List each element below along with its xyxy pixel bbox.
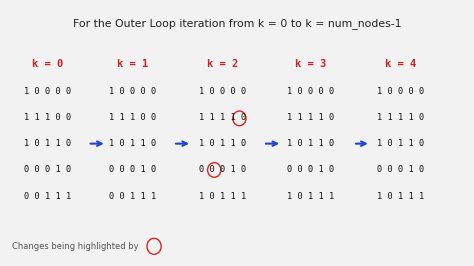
Text: 1 0 1 1 0: 1 0 1 1 0 bbox=[199, 139, 246, 148]
Text: 1 1 1 1 0: 1 1 1 1 0 bbox=[199, 113, 246, 122]
Text: 1 1 1 0 0: 1 1 1 0 0 bbox=[24, 113, 71, 122]
Text: 1 0 1 1 0: 1 0 1 1 0 bbox=[377, 139, 424, 148]
Text: k = 4: k = 4 bbox=[385, 59, 416, 69]
Text: 1 0 1 1 1: 1 0 1 1 1 bbox=[377, 192, 424, 201]
Text: 0 0 1 1 1: 0 0 1 1 1 bbox=[109, 192, 156, 201]
Text: 0 0 0 1 0: 0 0 0 1 0 bbox=[109, 165, 156, 174]
Text: 0 0 0 1 0: 0 0 0 1 0 bbox=[24, 165, 71, 174]
Text: 1 1 1 1 0: 1 1 1 1 0 bbox=[377, 113, 424, 122]
Text: Changes being highlighted by: Changes being highlighted by bbox=[12, 242, 138, 251]
Text: 1 0 1 1 1: 1 0 1 1 1 bbox=[287, 192, 334, 201]
Text: 1 0 0 0 0: 1 0 0 0 0 bbox=[109, 87, 156, 96]
Text: 0 0 0 1 0: 0 0 0 1 0 bbox=[199, 165, 246, 174]
Text: 1 0 1 1 0: 1 0 1 1 0 bbox=[287, 139, 334, 148]
Text: 1 0 0 0 0: 1 0 0 0 0 bbox=[199, 87, 246, 96]
Text: k = 1: k = 1 bbox=[117, 59, 148, 69]
Text: 0 0 0 1 0: 0 0 0 1 0 bbox=[287, 165, 334, 174]
Text: 1 0 0 0 0: 1 0 0 0 0 bbox=[377, 87, 424, 96]
Text: k = 3: k = 3 bbox=[295, 59, 326, 69]
Text: 1 1 1 1 0: 1 1 1 1 0 bbox=[287, 113, 334, 122]
Text: 0 0 0 1 0: 0 0 0 1 0 bbox=[377, 165, 424, 174]
Text: k = 0: k = 0 bbox=[32, 59, 63, 69]
Text: 1 0 1 1 0: 1 0 1 1 0 bbox=[109, 139, 156, 148]
Text: 1 0 1 1 1: 1 0 1 1 1 bbox=[199, 192, 246, 201]
Text: For the Outer Loop iteration from k = 0 to k = num_nodes-1: For the Outer Loop iteration from k = 0 … bbox=[73, 18, 401, 30]
Text: 1 1 1 0 0: 1 1 1 0 0 bbox=[109, 113, 156, 122]
Text: 1 0 0 0 0: 1 0 0 0 0 bbox=[287, 87, 334, 96]
Text: 1 0 0 0 0: 1 0 0 0 0 bbox=[24, 87, 71, 96]
Text: 0 0 1 1 1: 0 0 1 1 1 bbox=[24, 192, 71, 201]
Text: 1 0 1 1 0: 1 0 1 1 0 bbox=[24, 139, 71, 148]
Text: k = 2: k = 2 bbox=[207, 59, 238, 69]
